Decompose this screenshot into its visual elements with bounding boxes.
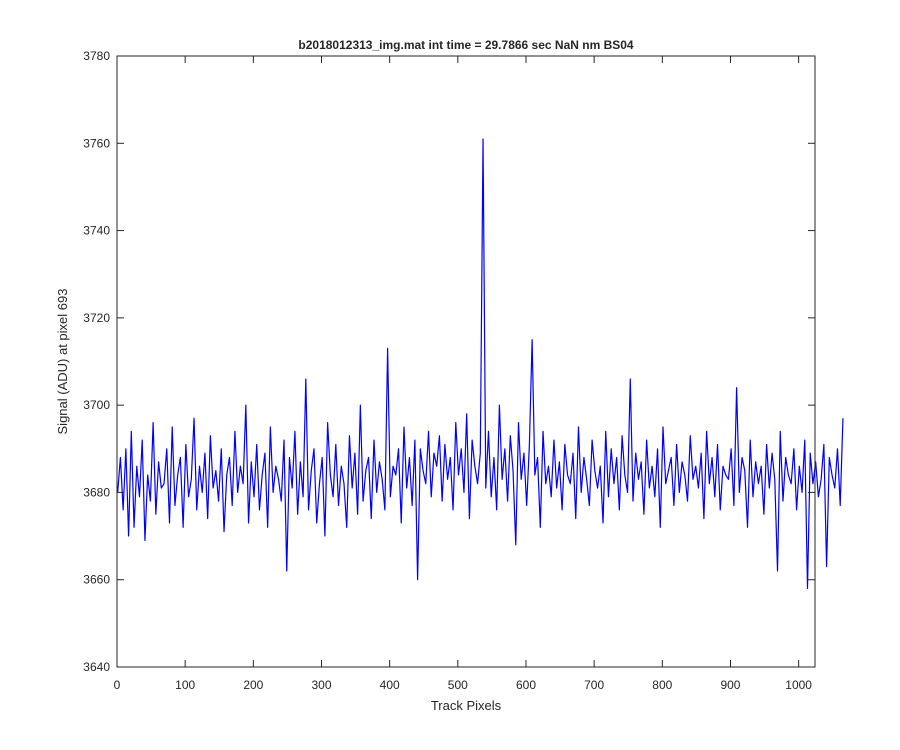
y-tick-label: 3660 <box>83 573 110 587</box>
x-axis-label: Track Pixels <box>431 698 502 713</box>
plot-area <box>117 56 815 667</box>
x-tick-label: 1000 <box>785 678 812 692</box>
y-axis-label: Signal (ADU) at pixel 693 <box>55 289 70 435</box>
x-tick-label: 200 <box>243 678 263 692</box>
y-tick-label: 3740 <box>83 224 110 238</box>
chart-title: b2018012313_img.mat int time = 29.7866 s… <box>298 38 634 52</box>
y-axis: 3640 3660 3680 3700 3720 3740 3760 3780 <box>83 49 815 674</box>
y-tick-label: 3640 <box>83 660 110 674</box>
x-tick-label: 300 <box>311 678 331 692</box>
x-tick-label: 700 <box>584 678 604 692</box>
x-tick-label: 100 <box>175 678 195 692</box>
y-tick-label: 3720 <box>83 311 110 325</box>
y-tick-label: 3760 <box>83 136 110 150</box>
x-tick-label: 800 <box>652 678 672 692</box>
x-axis: 0 100 200 300 400 500 600 700 800 900 1000 <box>114 56 812 692</box>
x-tick-label: 400 <box>380 678 400 692</box>
data-layer <box>117 138 844 590</box>
y-tick-label: 3700 <box>83 398 110 412</box>
x-tick-label: 0 <box>114 678 121 692</box>
axes-box <box>116 55 816 668</box>
series-line-1 <box>117 138 844 590</box>
x-tick-label: 500 <box>448 678 468 692</box>
y-tick-label: 3680 <box>83 485 110 499</box>
x-tick-label: 600 <box>516 678 536 692</box>
x-tick-label: 900 <box>720 678 740 692</box>
y-tick-label: 3780 <box>83 49 110 63</box>
